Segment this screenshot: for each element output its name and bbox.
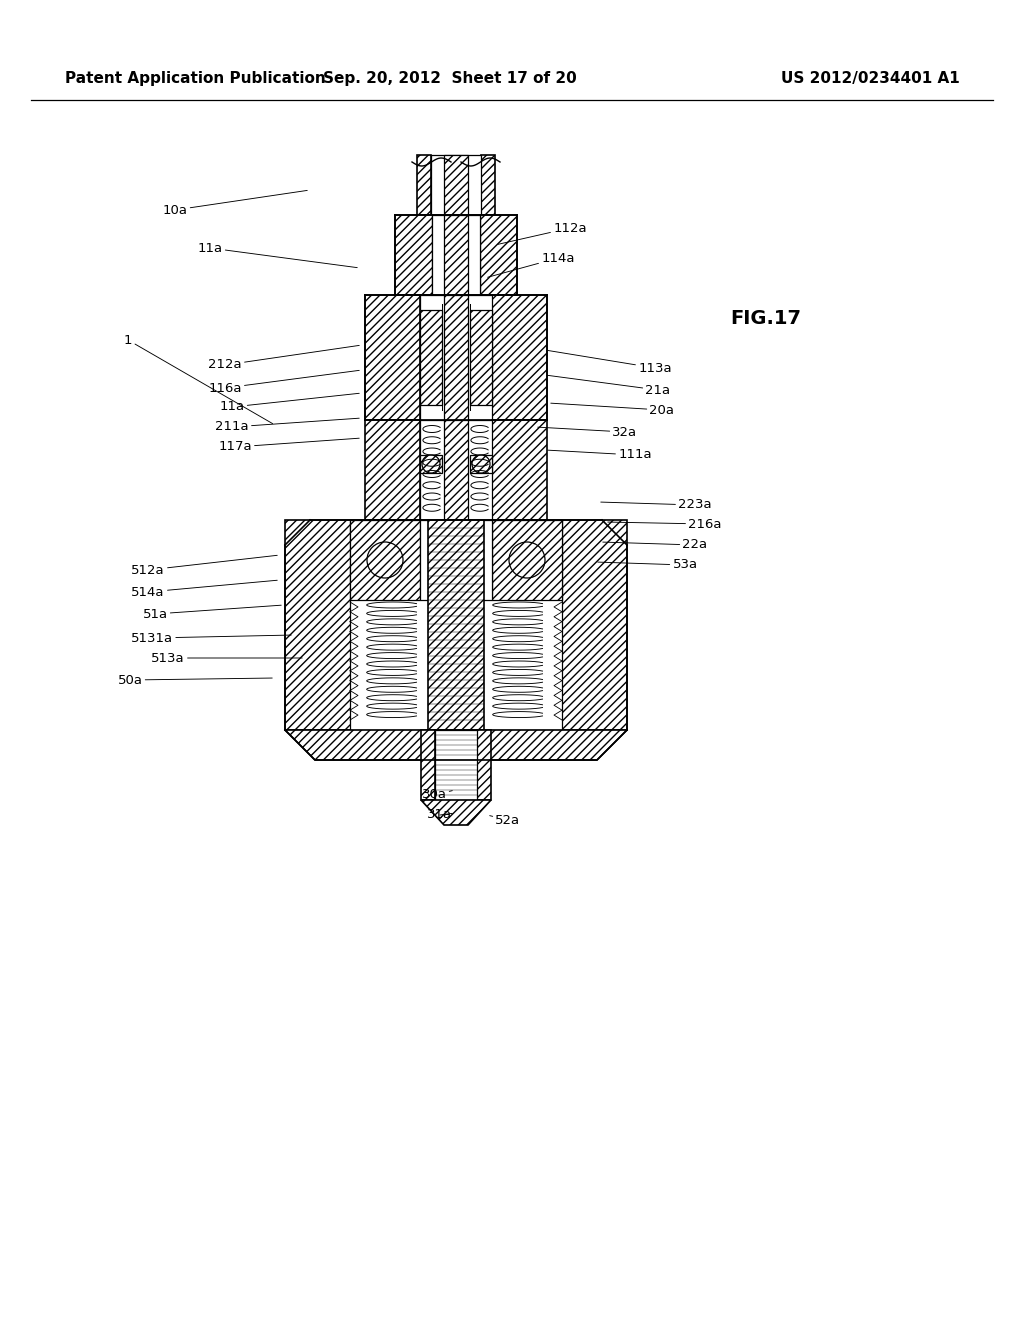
Bar xyxy=(350,520,562,730)
Text: 50a: 50a xyxy=(118,673,272,686)
Bar xyxy=(492,420,547,520)
Text: 212a: 212a xyxy=(208,346,359,371)
Text: 31a: 31a xyxy=(427,808,453,821)
Bar xyxy=(470,310,492,405)
Bar xyxy=(428,520,484,730)
Bar xyxy=(492,520,562,601)
Polygon shape xyxy=(285,730,627,760)
Text: Patent Application Publication: Patent Application Publication xyxy=(65,70,326,86)
Circle shape xyxy=(422,455,440,473)
Circle shape xyxy=(367,543,403,578)
Text: 112a: 112a xyxy=(498,222,587,244)
Bar xyxy=(420,455,442,473)
Text: FIG.17: FIG.17 xyxy=(730,309,801,327)
Bar xyxy=(432,215,480,294)
Bar xyxy=(420,420,492,520)
Bar xyxy=(420,455,442,473)
Text: 512a: 512a xyxy=(131,556,278,577)
Text: 32a: 32a xyxy=(538,425,638,438)
Bar xyxy=(492,294,547,420)
Bar xyxy=(444,420,468,520)
Bar xyxy=(421,730,435,800)
Bar xyxy=(481,154,495,215)
Text: 30a: 30a xyxy=(422,788,453,801)
Text: 223a: 223a xyxy=(601,499,712,511)
Bar xyxy=(365,294,420,420)
Text: 51a: 51a xyxy=(142,605,282,620)
Bar xyxy=(432,215,480,294)
Bar xyxy=(444,294,468,420)
Text: 211a: 211a xyxy=(215,418,359,433)
Text: 513a: 513a xyxy=(152,652,302,664)
Text: 20a: 20a xyxy=(551,403,675,417)
Text: 21a: 21a xyxy=(548,375,671,396)
Text: 11a: 11a xyxy=(198,242,357,268)
Bar xyxy=(395,215,517,294)
Bar xyxy=(444,215,468,294)
Bar xyxy=(477,730,490,800)
Bar xyxy=(492,420,547,520)
Bar xyxy=(350,520,420,601)
Bar xyxy=(477,730,490,800)
Bar xyxy=(350,520,420,601)
Bar xyxy=(444,154,468,215)
Bar xyxy=(285,520,627,730)
Bar xyxy=(444,215,468,294)
Bar xyxy=(481,154,495,215)
Bar xyxy=(444,420,468,520)
Bar xyxy=(417,154,431,215)
Text: 113a: 113a xyxy=(548,350,672,375)
Bar xyxy=(420,294,492,420)
Bar xyxy=(285,520,627,730)
Circle shape xyxy=(472,455,490,473)
Text: 116a: 116a xyxy=(208,371,359,395)
Bar xyxy=(428,520,484,730)
Text: 514a: 514a xyxy=(131,581,278,598)
Text: 10a: 10a xyxy=(163,190,307,216)
Circle shape xyxy=(509,543,545,578)
Text: 117a: 117a xyxy=(218,438,359,454)
Text: 11a: 11a xyxy=(219,393,359,413)
Text: 22a: 22a xyxy=(603,539,708,552)
Bar xyxy=(444,294,468,420)
Bar xyxy=(432,215,480,294)
Text: 216a: 216a xyxy=(608,517,722,531)
Bar xyxy=(431,154,481,215)
Bar xyxy=(365,420,420,520)
Text: 5131a: 5131a xyxy=(131,631,291,644)
Text: 1: 1 xyxy=(124,334,272,424)
Text: 52a: 52a xyxy=(489,813,520,826)
Bar xyxy=(365,294,420,420)
Bar xyxy=(470,455,492,473)
Text: 114a: 114a xyxy=(487,252,574,277)
Bar xyxy=(435,730,477,800)
Text: US 2012/0234401 A1: US 2012/0234401 A1 xyxy=(781,70,961,86)
Bar xyxy=(421,730,435,800)
Text: Sep. 20, 2012  Sheet 17 of 20: Sep. 20, 2012 Sheet 17 of 20 xyxy=(324,70,577,86)
Bar xyxy=(470,310,492,405)
Bar xyxy=(492,294,547,420)
Bar xyxy=(420,310,442,405)
Bar xyxy=(470,455,492,473)
Bar xyxy=(395,215,517,294)
Polygon shape xyxy=(421,800,490,825)
Bar xyxy=(492,520,562,601)
Bar xyxy=(444,154,468,215)
Bar xyxy=(417,154,431,215)
Bar xyxy=(420,520,492,601)
Bar xyxy=(420,310,442,405)
Bar xyxy=(365,420,420,520)
Text: 111a: 111a xyxy=(548,449,652,462)
Text: 53a: 53a xyxy=(598,558,697,572)
